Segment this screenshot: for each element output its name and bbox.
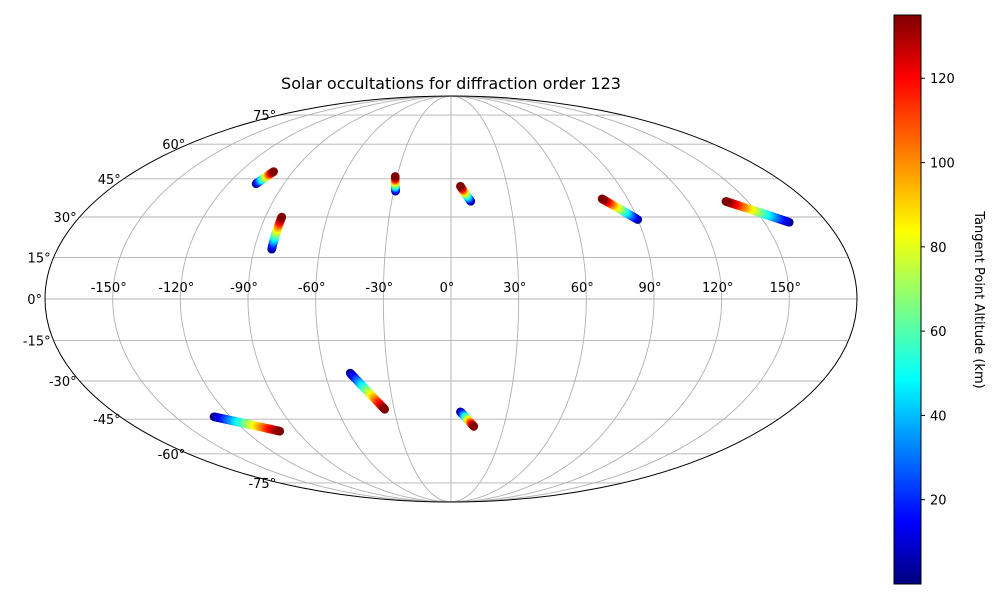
data-point — [721, 197, 731, 206]
data-point — [277, 212, 287, 222]
colorbar-tick-label: 100 — [930, 157, 955, 172]
colorbar-tick-label: 80 — [930, 241, 947, 256]
lat-tick-label: 15° — [28, 251, 51, 266]
occultation-track — [345, 368, 390, 414]
data-point — [269, 167, 278, 176]
occultation-tracks — [209, 167, 794, 436]
occultation-track — [267, 212, 287, 254]
occultation-track — [721, 197, 794, 227]
colorbar-gradient — [893, 14, 922, 585]
graticule — [45, 96, 857, 502]
occultation-track — [251, 167, 278, 189]
lon-tick-label: -60° — [298, 281, 326, 296]
lon-tick-label: 60° — [571, 281, 594, 296]
lat-tick-label: 45° — [98, 173, 121, 188]
lon-tick-label: -120° — [158, 281, 194, 296]
colorbar-label: Tangent Point Altitude (km) — [971, 210, 986, 388]
chart-title: Solar occultations for diffraction order… — [281, 74, 621, 93]
lon-tick-label: -150° — [91, 281, 127, 296]
lon-tick-label: -90° — [230, 281, 258, 296]
occultation-track — [456, 407, 479, 431]
lon-tick-label: 0° — [440, 281, 455, 296]
lat-tick-label: -15° — [23, 335, 51, 350]
lat-tick-label: -75° — [248, 477, 276, 492]
lon-tick-label: -30° — [365, 281, 393, 296]
map-plot-area: -150° -120° -90° -60° -30° 0° 30° 60° 90° 120° 150… — [23, 95, 858, 503]
lon-tick-label: 150° — [770, 281, 801, 296]
data-point — [380, 405, 390, 414]
occultation-track — [597, 194, 643, 224]
lat-tick-label: -60° — [158, 448, 186, 463]
data-point — [390, 172, 400, 181]
lat-tick-label: -45° — [93, 413, 121, 428]
lat-tick-label: 0° — [27, 293, 42, 308]
lat-tick-label: 30° — [54, 211, 77, 226]
colorbar-tick-label: 60 — [930, 325, 947, 340]
colorbar-tick-label: 40 — [930, 409, 947, 424]
lon-tick-label: 90° — [638, 281, 661, 296]
data-point — [597, 194, 607, 204]
colorbar-ticks: 20 40 60 80 100 120 — [921, 72, 955, 509]
lon-tick-label: 30° — [503, 281, 526, 296]
occultation-track — [456, 181, 476, 206]
occultation-track — [209, 412, 285, 436]
data-point — [456, 181, 465, 191]
lon-tick-label: 120° — [702, 281, 733, 296]
colorbar: 20 40 60 80 100 120 Tangent Point Altitude (k… — [893, 14, 986, 585]
lat-tick-label: 60° — [162, 138, 185, 153]
data-point — [469, 422, 479, 431]
lat-tick-label: 75° — [253, 109, 276, 124]
data-point — [275, 426, 285, 436]
map-outline — [44, 95, 858, 503]
colorbar-tick-label: 20 — [930, 494, 947, 509]
occultation-track — [390, 172, 400, 196]
lat-tick-label: -30° — [49, 375, 77, 390]
colorbar-tick-label: 120 — [930, 72, 955, 87]
